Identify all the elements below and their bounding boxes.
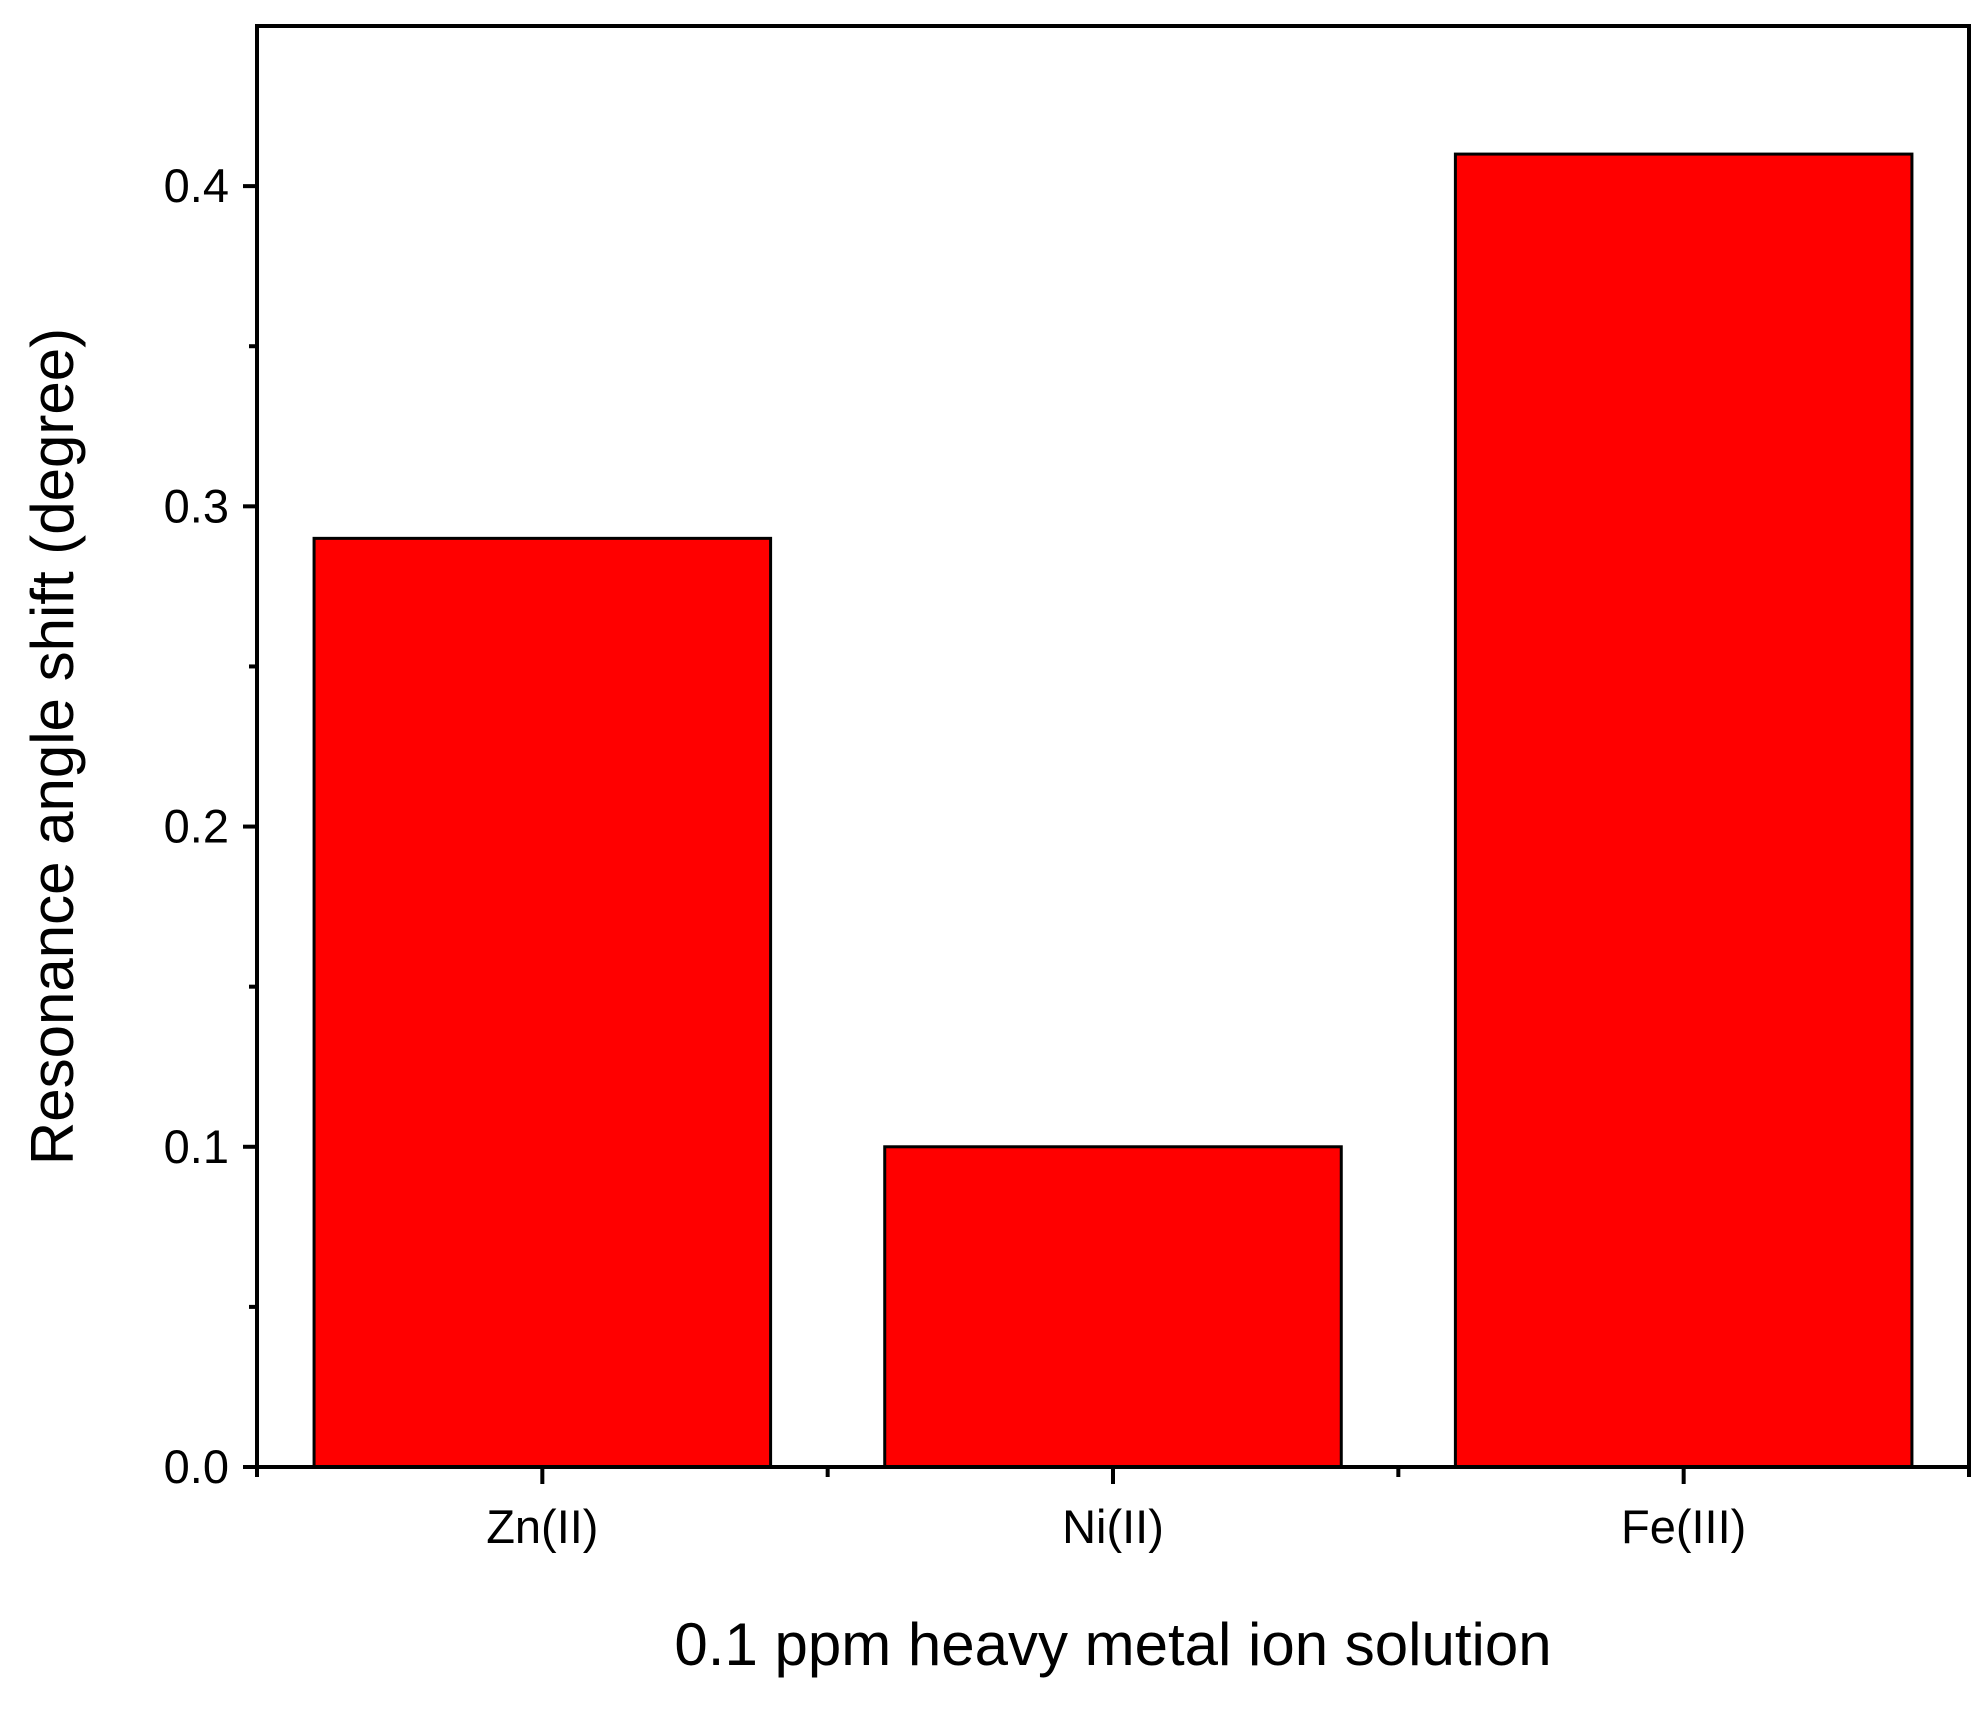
- plot-frame: [255, 24, 1971, 1469]
- bar-2: [1453, 152, 1914, 1469]
- bar-0: [312, 536, 773, 1469]
- x-tick-label-2: Fe(III): [1621, 1500, 1746, 1553]
- x-axis-label: 0.1 ppm heavy metal ion solution: [674, 1611, 1551, 1678]
- y-axis-label: Resonance angle shift (degree): [19, 328, 86, 1165]
- x-tick-label-0: Zn(II): [486, 1500, 598, 1553]
- y-tick-labels: 0.0 0.1 0.2 0.3 0.4: [164, 159, 229, 1493]
- x-tick-labels: Zn(II) Ni(II) Fe(III): [486, 1500, 1746, 1553]
- bars: [312, 152, 1914, 1469]
- y-tick-label-4: 0.4: [164, 159, 229, 212]
- y-tick-label-1: 0.1: [164, 1120, 229, 1173]
- y-tick-label-2: 0.2: [164, 800, 229, 853]
- bar-1: [883, 1145, 1343, 1469]
- y-tick-label-0: 0.0: [164, 1440, 229, 1493]
- y-tick-label-3: 0.3: [164, 479, 229, 532]
- x-tick-label-1: Ni(II): [1062, 1500, 1164, 1553]
